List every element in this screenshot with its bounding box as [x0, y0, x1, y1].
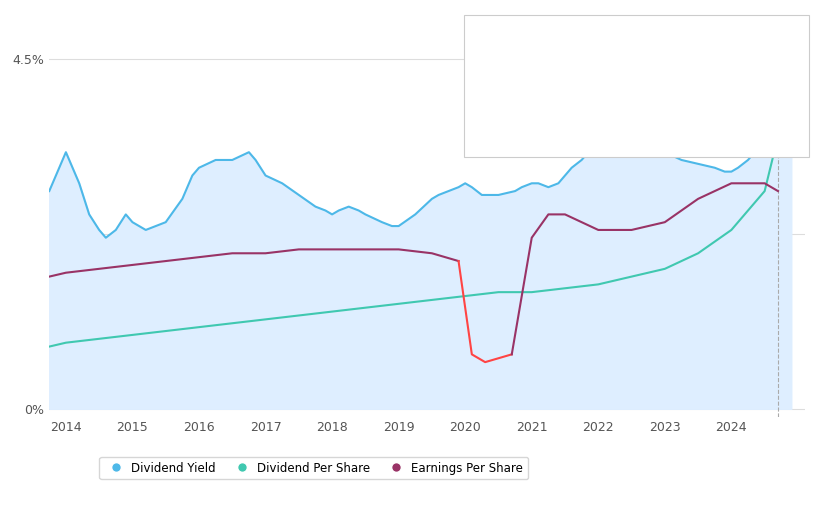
Legend: Dividend Yield, Dividend Per Share, Earnings Per Share: Dividend Yield, Dividend Per Share, Earn… — [99, 457, 528, 479]
Text: JP¥180.000 /yr: JP¥180.000 /yr — [636, 104, 722, 116]
Text: Past: Past — [782, 90, 807, 103]
Text: 3.7% /yr: 3.7% /yr — [636, 75, 686, 88]
Text: Nov 29 2024: Nov 29 2024 — [478, 41, 571, 54]
Text: Earnings Per Share: Earnings Per Share — [478, 135, 589, 148]
Text: No data: No data — [636, 135, 682, 148]
Text: Dividend Per Share: Dividend Per Share — [478, 104, 591, 116]
Text: Dividend Yield: Dividend Yield — [478, 75, 562, 88]
